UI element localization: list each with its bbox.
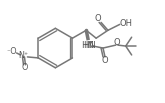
Text: O: O [114, 38, 120, 47]
Text: O: O [21, 63, 28, 72]
Text: O: O [95, 14, 101, 23]
Text: O: O [102, 56, 108, 65]
Text: ⁻O: ⁻O [6, 47, 17, 56]
Text: HÑ: HÑ [81, 41, 94, 50]
Text: N⁺: N⁺ [18, 51, 29, 60]
Text: OH: OH [119, 19, 132, 28]
Text: HN: HN [83, 41, 96, 50]
